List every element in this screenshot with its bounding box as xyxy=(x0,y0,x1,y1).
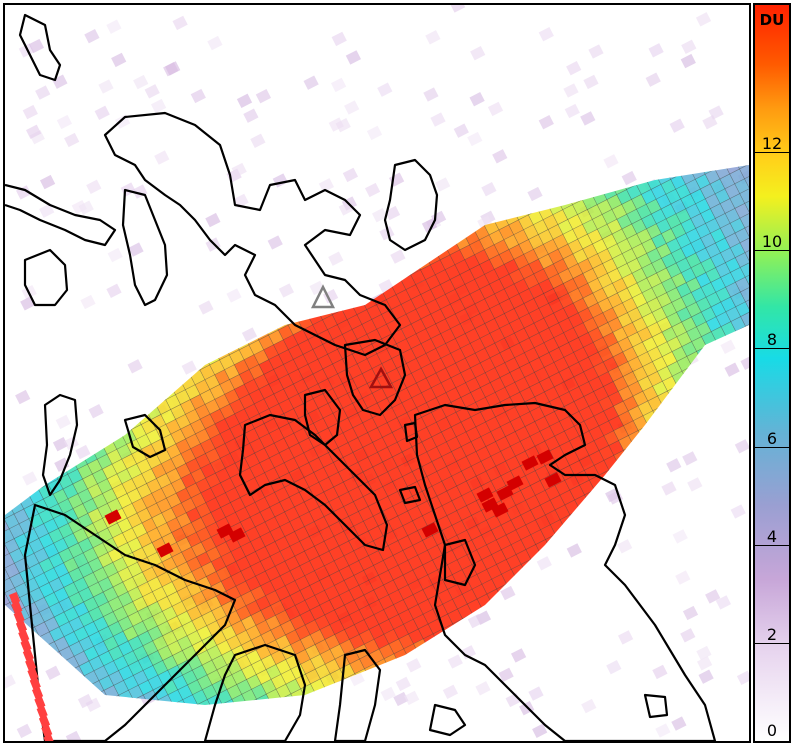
colorbar-tick xyxy=(755,544,789,546)
coastline-east-landmass xyxy=(413,401,717,741)
colorbar: DU 0 2 4 6 8 10 12 xyxy=(753,3,791,743)
colorbar-tick-label: 2 xyxy=(766,624,778,644)
coastline-west-land xyxy=(5,183,117,247)
coastline-central-island-b xyxy=(303,388,342,447)
so2-plume xyxy=(5,165,749,705)
colorbar-tick xyxy=(755,446,789,448)
map-panel xyxy=(3,3,751,743)
coastline-west-island xyxy=(121,188,169,307)
colorbar-tick-label: 6 xyxy=(766,428,778,448)
colorbar-tick-label: 12 xyxy=(761,134,783,154)
coastline-central-island-a xyxy=(343,338,407,417)
coastline-northeast-island xyxy=(383,158,439,252)
coastline-small-islet-2 xyxy=(398,485,422,505)
coastline-northwest-land xyxy=(18,13,62,82)
colorbar-tick-label: 0 xyxy=(766,721,778,740)
coastlines xyxy=(5,13,717,741)
volcano-marker-primary xyxy=(368,366,394,389)
coastline-south-peninsula xyxy=(333,648,382,741)
coastline-small-islet-4 xyxy=(643,693,669,719)
high-so2-pixels xyxy=(104,449,562,558)
colorbar-tick xyxy=(755,348,789,350)
coastline-long-island xyxy=(238,413,389,552)
coastline-small-islet-1 xyxy=(403,421,419,443)
coastline-small-islet-3 xyxy=(443,538,477,587)
coastline-west-peninsula xyxy=(41,393,79,497)
coastline-north-island xyxy=(103,111,402,357)
volcano-marker-secondary xyxy=(310,284,336,309)
coastline-small-island-mid xyxy=(123,413,167,459)
colorbar-unit-label: DU xyxy=(759,11,785,29)
so2-map xyxy=(5,5,749,741)
colorbar-tick-label: 8 xyxy=(766,330,778,350)
colorbar-tick-label: 10 xyxy=(761,232,783,252)
colorbar-tick-label: 4 xyxy=(766,526,778,546)
colorbar-tick xyxy=(755,152,789,154)
coastline-south-landmass xyxy=(203,643,307,741)
swath-edge xyxy=(9,592,55,741)
coastline-small-island-west xyxy=(23,248,69,307)
coastline-southwest-landmass xyxy=(23,503,237,741)
colorbar-tick xyxy=(755,250,789,252)
coastline-southeast-island xyxy=(428,703,467,737)
colorbar-tick xyxy=(755,642,789,644)
